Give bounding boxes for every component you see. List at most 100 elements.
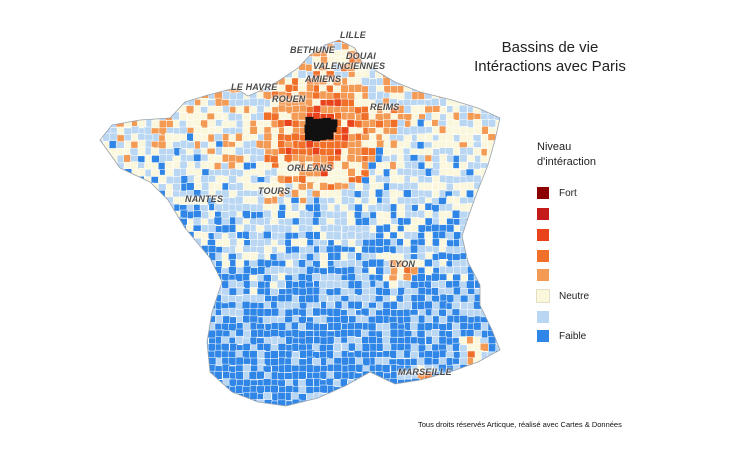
bassin-cell <box>424 147 434 157</box>
bassin-cell <box>123 300 133 310</box>
bassin-cell <box>390 49 399 58</box>
bassin-cell <box>382 147 392 157</box>
bassin-cell <box>138 218 148 227</box>
bassin-cell <box>241 251 251 261</box>
bassin-cell <box>144 196 154 206</box>
bassin-cell <box>151 195 161 205</box>
bassin-cell <box>283 126 293 135</box>
bassin-cell <box>347 76 356 86</box>
bassin-cell <box>116 43 125 52</box>
bassin-cell <box>102 118 111 128</box>
bassin-cell <box>100 63 104 72</box>
bassin-cell <box>103 224 112 234</box>
bassin-cell <box>474 379 484 388</box>
bassin-cell <box>187 364 197 373</box>
bassin-cell <box>117 182 127 192</box>
bassin-cell <box>222 400 231 406</box>
bassin-cell <box>361 217 371 226</box>
bassin-cell <box>100 118 105 128</box>
bassin-cell <box>117 40 126 45</box>
bassin-cell <box>255 294 265 303</box>
bassin-cell <box>172 399 181 406</box>
bassin-cell <box>122 294 132 304</box>
bassin-cell <box>488 189 497 199</box>
bassin-cell <box>116 329 126 339</box>
bassin-cell <box>201 83 211 93</box>
bassin-cell <box>103 113 113 122</box>
bassin-cell <box>503 401 511 409</box>
bassin-cell <box>102 280 112 290</box>
bassin-cell <box>102 365 112 374</box>
bassin-cell <box>325 400 335 406</box>
bassin-cell <box>109 322 118 331</box>
bassin-cell <box>173 99 182 108</box>
bassin-cell <box>396 203 405 213</box>
bassin-cell <box>164 302 174 311</box>
bassin-cell <box>467 391 476 401</box>
bassin-cell <box>164 161 174 170</box>
bassin-cell <box>382 40 391 46</box>
bassin-cell <box>145 43 154 52</box>
bassin-cell <box>117 288 126 297</box>
bassin-cell <box>347 217 356 227</box>
bassin-cell <box>501 387 509 395</box>
city-label-amiens: AMIENS <box>305 74 342 84</box>
bassin-cell <box>221 405 231 406</box>
bassin-cell <box>201 181 210 191</box>
bassin-cell <box>472 253 482 262</box>
bassin-cell <box>410 314 420 324</box>
bassin-cell <box>375 188 384 198</box>
bassin-cell <box>249 287 259 296</box>
bassin-cell <box>124 50 133 59</box>
bassin-cell <box>403 56 412 65</box>
bassin-cell <box>494 246 500 255</box>
bassin-cell <box>486 364 496 373</box>
bassin-cell <box>145 267 154 276</box>
bassin-cell <box>423 379 433 389</box>
bassin-cell <box>271 71 280 80</box>
bassin-cell <box>208 43 217 52</box>
bassin-cell <box>165 385 175 395</box>
bassin-cell <box>215 392 225 402</box>
bassin-cell <box>200 399 209 406</box>
bassin-cell <box>151 351 160 360</box>
bassin-cell <box>381 386 391 395</box>
legend-swatch <box>537 311 549 323</box>
bassin-cell <box>374 392 384 401</box>
bassin-cell <box>376 378 385 388</box>
bassin-cell <box>389 328 399 338</box>
bassin-cell <box>131 309 140 318</box>
bassin-cell <box>502 365 510 373</box>
bassin-cell <box>164 49 174 59</box>
bassin-cell <box>117 393 127 402</box>
bassin-cell <box>102 316 112 325</box>
paris-core-cell <box>317 132 326 141</box>
bassin-cell <box>270 350 279 359</box>
bassin-cell <box>411 64 421 73</box>
bassin-cell <box>306 196 315 206</box>
legend-item-faible: Faible <box>537 329 586 343</box>
bassin-cell <box>473 322 482 331</box>
bassin-cell <box>439 238 448 247</box>
bassin-cell <box>144 231 153 240</box>
bassin-cell <box>438 251 447 261</box>
bassin-cell <box>122 175 132 184</box>
bassin-cell <box>165 330 174 339</box>
bassin-cell <box>124 281 133 290</box>
bassin-cell <box>495 83 500 93</box>
bassin-cell <box>312 307 321 317</box>
bassin-cell <box>116 309 126 318</box>
bassin-cell <box>157 217 167 227</box>
bassin-cell <box>306 253 315 262</box>
bassin-cell <box>481 267 490 276</box>
bassin-cell <box>306 399 315 406</box>
bassin-cell <box>494 259 500 268</box>
bassin-cell <box>124 252 134 261</box>
bassin-cell <box>186 384 196 394</box>
bassin-cell <box>108 294 118 303</box>
bassin-cell <box>480 343 489 352</box>
city-label-nantes: NANTES <box>185 194 224 204</box>
bassin-cell <box>487 357 496 366</box>
bassin-cell <box>431 112 441 121</box>
bassin-cell <box>284 63 293 73</box>
